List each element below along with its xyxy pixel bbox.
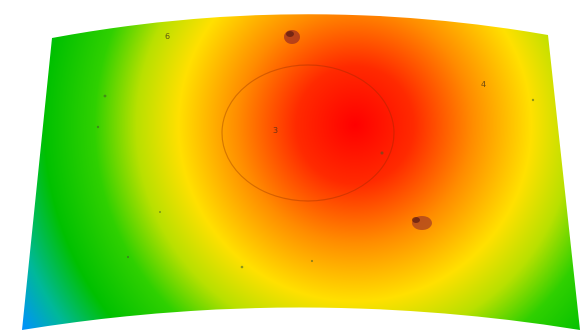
marker-label: 4 <box>481 80 487 89</box>
hotspot-top <box>284 30 300 44</box>
marker-label: 3 <box>273 126 279 135</box>
hotspot-lower-right <box>412 216 432 230</box>
marker-label: 6 <box>165 32 171 41</box>
surface-speckles <box>96 94 535 269</box>
contour-ring <box>221 64 395 202</box>
